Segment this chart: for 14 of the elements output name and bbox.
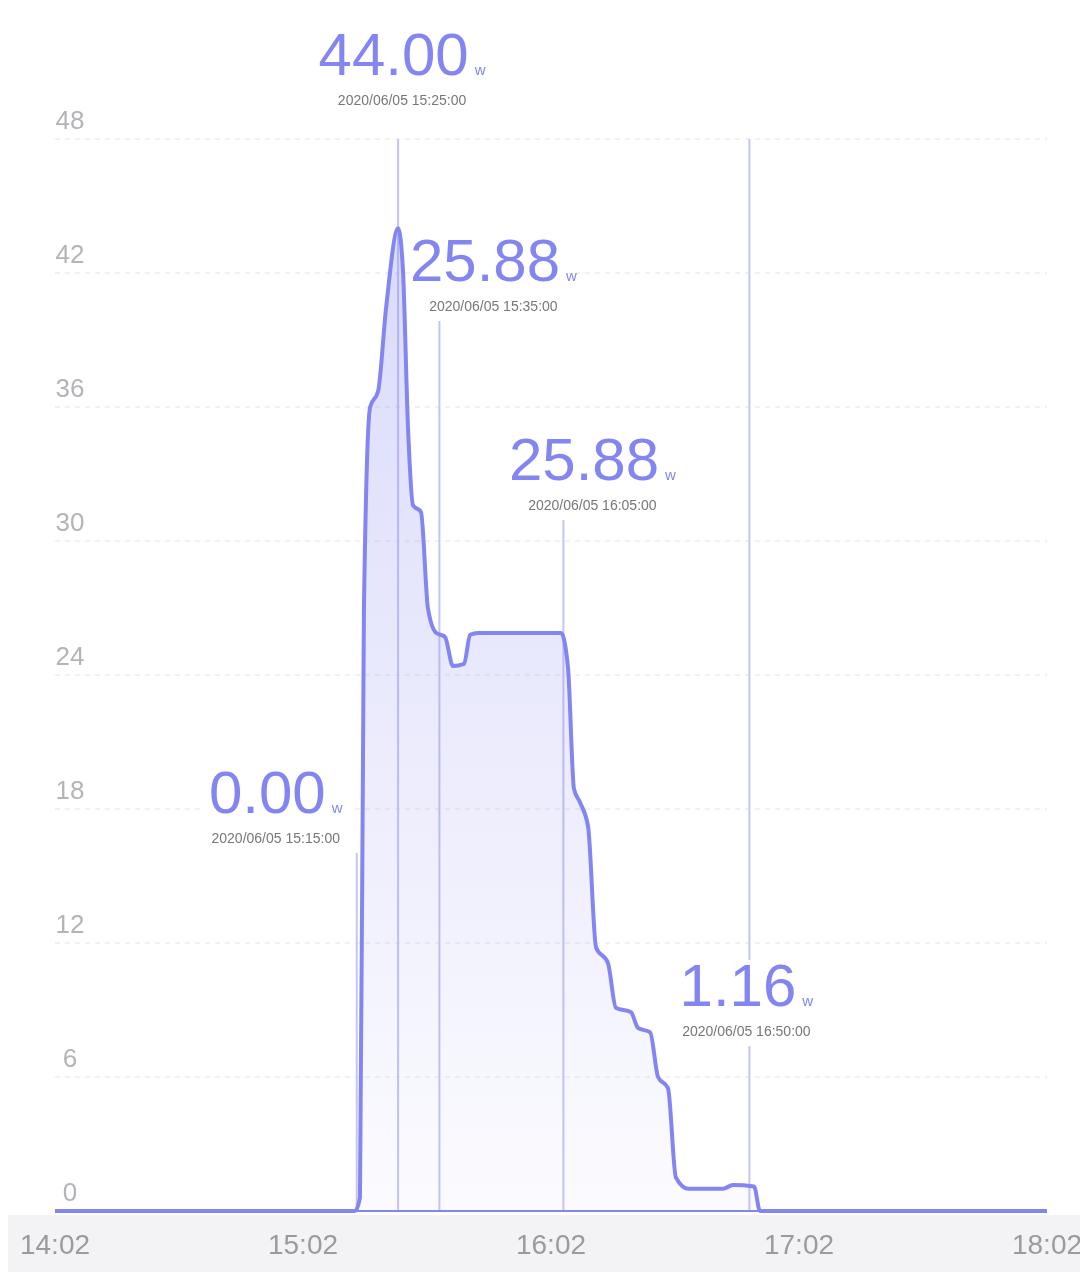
y-tick-label: 36 [55, 373, 85, 403]
x-tick-label: 15:02 [267, 1229, 339, 1260]
y-tick-label: 48 [55, 105, 85, 135]
x-tick-label: 18:02 [1011, 1229, 1080, 1260]
y-tick-label: 12 [55, 909, 85, 939]
x-tick-label: 14:02 [19, 1229, 91, 1260]
y-tick-label: 30 [55, 507, 85, 537]
y-tick-label: 42 [55, 239, 85, 269]
y-tick-label: 24 [55, 641, 85, 671]
y-tick-label: 18 [55, 775, 85, 805]
y-tick-label: 0 [62, 1177, 78, 1207]
x-tick-label: 17:02 [763, 1229, 835, 1260]
x-tick-label: 16:02 [515, 1229, 587, 1260]
y-tick-label: 6 [62, 1043, 78, 1073]
